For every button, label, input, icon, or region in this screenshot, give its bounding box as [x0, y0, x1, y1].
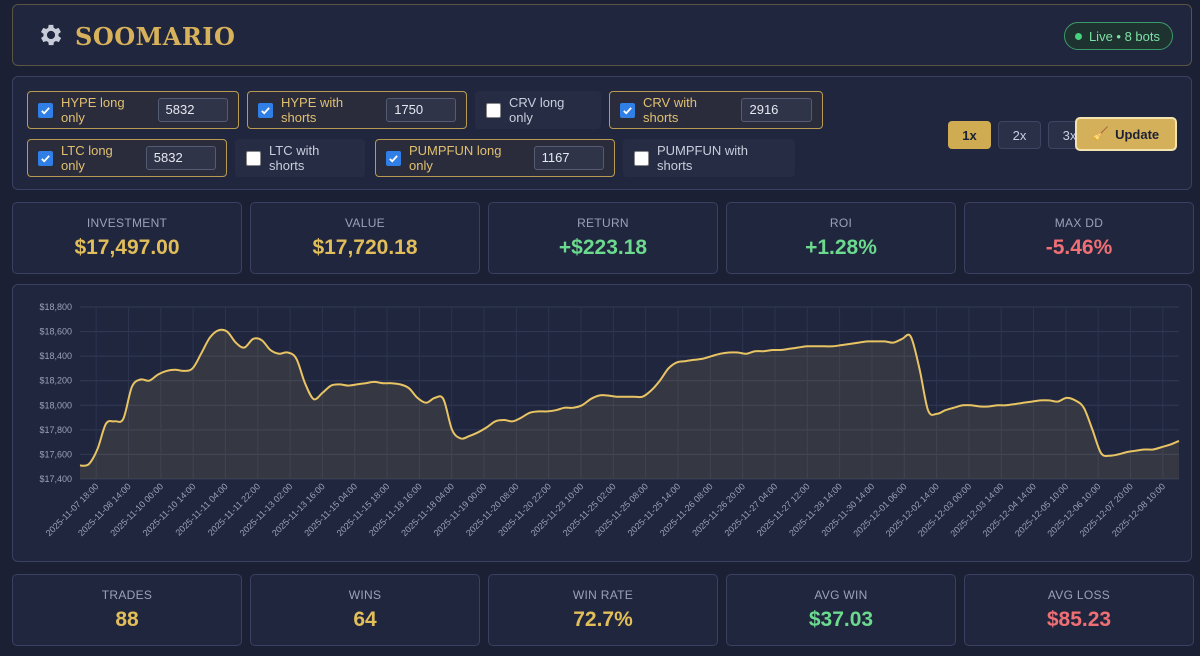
summary-label: MAX DD — [1054, 216, 1104, 230]
summary-label: RETURN — [577, 216, 629, 230]
stat-value: $85.23 — [1046, 608, 1112, 631]
bot-label[interactable]: CRV long only — [509, 95, 565, 125]
bot-label[interactable]: LTC long only — [61, 143, 113, 173]
bot-label[interactable]: CRV with shorts — [643, 95, 697, 125]
summary-card-roi: ROI +1.28% — [726, 202, 956, 274]
stat-value: $37.03 — [808, 608, 874, 631]
equity-line — [79, 328, 1180, 467]
summary-value: $17,497.00 — [74, 236, 180, 259]
bot-controls: HYPE long only 5832 HYPE with shorts 1750 CR… — [12, 76, 1192, 190]
bot-option-hype-with-shorts: HYPE with shorts 1750 — [247, 91, 467, 129]
summary-value: +1.28% — [805, 236, 877, 259]
stat-card-trades: TRADES 88 — [12, 574, 242, 646]
live-status-text: Live • 8 bots — [1088, 28, 1160, 44]
live-status-badge: Live • 8 bots — [1063, 22, 1173, 50]
stat-label: WIN RATE — [572, 588, 634, 602]
y-tick-label: $17,400 — [39, 474, 72, 484]
stat-label: AVG LOSS — [1047, 588, 1111, 602]
gear-icon[interactable] — [37, 21, 65, 49]
app-header: SOOMARIO Live • 8 bots — [12, 4, 1192, 66]
checkmark-icon — [41, 106, 50, 115]
summary-card-investment: INVESTMENT $17,497.00 — [12, 202, 242, 274]
equity-chart: $17,400 $17,600 $17,800 $18,000 $18,200 $18,4… — [12, 284, 1192, 562]
checkbox-ltc-with-shorts[interactable] — [246, 150, 261, 166]
checkmark-icon — [623, 106, 632, 115]
stat-value: 88 — [115, 608, 139, 631]
checkmark-icon — [389, 154, 398, 163]
summary-label: ROI — [829, 216, 853, 230]
y-tick-label: $18,200 — [39, 376, 72, 386]
stat-card-avg-win: AVG WIN $37.03 — [726, 574, 956, 646]
checkmark-icon — [41, 154, 50, 163]
stat-value: 64 — [353, 608, 377, 631]
y-tick-label: $18,800 — [39, 302, 72, 312]
bot-label[interactable]: PUMPFUN with shorts — [657, 143, 749, 173]
stat-label: TRADES — [101, 588, 153, 602]
summary-card-return: RETURN +$223.18 — [488, 202, 718, 274]
update-button[interactable]: 🧹 Update — [1075, 117, 1177, 151]
broom-icon: 🧹 — [1092, 126, 1110, 141]
live-dot-icon — [1074, 32, 1082, 40]
y-tick-label: $17,600 — [39, 449, 72, 459]
stat-card-avg-loss: AVG LOSS $85.23 — [964, 574, 1194, 646]
leverage-1x-button[interactable]: 1x — [948, 121, 991, 149]
summary-value: -5.46% — [1045, 236, 1113, 259]
update-button-label: Update — [1115, 126, 1160, 142]
bot-label[interactable]: HYPE with shorts — [281, 95, 344, 125]
bot-option-crv-long-only: CRV long only — [475, 91, 601, 129]
checkbox-pumpfun-with-shorts[interactable] — [634, 150, 649, 166]
summary-value: $17,720.18 — [312, 236, 418, 259]
checkbox-ltc-long-only[interactable] — [38, 150, 53, 166]
allocation-input-pumpfun-long-only[interactable]: 1167 — [533, 146, 604, 170]
stat-card-win-rate: WIN RATE 72.7% — [488, 574, 718, 646]
allocation-input-crv-with-shorts[interactable]: 2916 — [741, 98, 812, 122]
y-tick-label: $18,400 — [39, 351, 72, 361]
summary-card-value: VALUE $17,720.18 — [250, 202, 480, 274]
allocation-input-hype-long-only[interactable]: 5832 — [157, 98, 228, 122]
summary-card-max-dd: MAX DD -5.46% — [964, 202, 1194, 274]
x-tick-label: 2025-11-07 18:00 — [44, 481, 101, 538]
bot-option-crv-with-shorts: CRV with shorts 2916 — [609, 91, 823, 129]
bot-option-ltc-with-shorts: LTC with shorts — [235, 139, 365, 177]
summary-label: INVESTMENT — [86, 216, 168, 230]
equity-area-fill — [80, 329, 1179, 479]
summary-label: VALUE — [345, 216, 385, 230]
checkmark-icon — [261, 106, 270, 115]
y-tick-label: $17,800 — [39, 425, 72, 435]
allocation-input-ltc-long-only[interactable]: 5832 — [145, 146, 216, 170]
y-tick-label: $18,600 — [39, 327, 72, 337]
bot-option-ltc-long-only: LTC long only 5832 — [27, 139, 227, 177]
equity-chart-svg: $17,400 $17,600 $17,800 $18,000 $18,200 $18,4… — [39, 302, 1180, 539]
checkbox-pumpfun-long-only[interactable] — [386, 150, 401, 166]
stat-label: WINS — [348, 588, 382, 602]
leverage-2x-button[interactable]: 2x — [998, 121, 1041, 149]
app-title: SOOMARIO — [75, 22, 236, 51]
checkbox-crv-long-only[interactable] — [486, 102, 501, 118]
stat-label: AVG WIN — [814, 588, 868, 602]
bot-label[interactable]: HYPE long only — [61, 95, 125, 125]
checkbox-crv-with-shorts[interactable] — [620, 102, 635, 118]
bot-option-hype-long-only: HYPE long only 5832 — [27, 91, 239, 129]
checkbox-hype-long-only[interactable] — [38, 102, 53, 118]
stat-card-wins: WINS 64 — [250, 574, 480, 646]
stat-value: 72.7% — [573, 608, 633, 631]
bot-option-pumpfun-with-shorts: PUMPFUN with shorts — [623, 139, 795, 177]
bot-option-pumpfun-long-only: PUMPFUN long only 1167 — [375, 139, 615, 177]
bot-label[interactable]: LTC with shorts — [269, 143, 320, 173]
summary-value: +$223.18 — [558, 236, 648, 259]
checkbox-hype-with-shorts[interactable] — [258, 102, 273, 118]
bot-label[interactable]: PUMPFUN long only — [409, 143, 502, 173]
allocation-input-hype-with-shorts[interactable]: 1750 — [386, 98, 456, 122]
y-tick-label: $18,000 — [39, 400, 72, 410]
